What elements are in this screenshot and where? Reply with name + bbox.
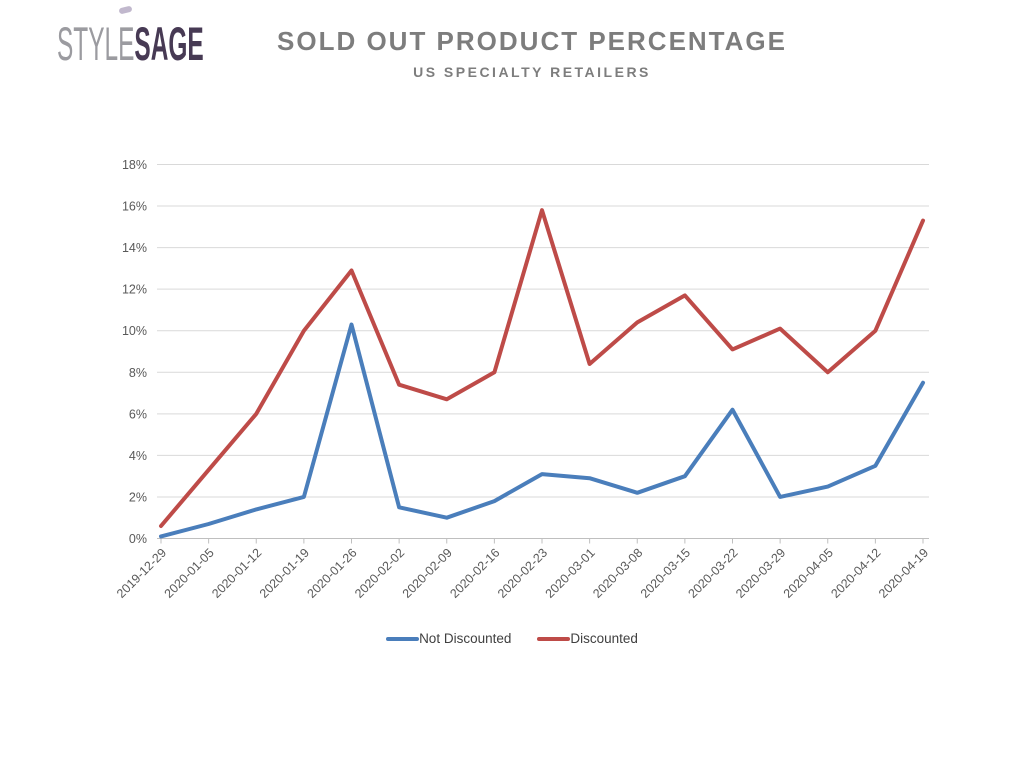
y-axis-tick-label: 8% <box>129 366 147 380</box>
legend-item-discounted: Discounted <box>537 631 638 646</box>
x-axis-tick-label: 2020-01-19 <box>257 546 312 601</box>
legend-line-swatch <box>537 636 571 641</box>
y-axis-tick-label: 4% <box>129 449 147 463</box>
series-line-not-discounted <box>159 322 925 539</box>
logo-text-sage: SAGE <box>134 17 204 70</box>
y-axis-tick-label: 10% <box>122 324 147 338</box>
logo-text-style: STYLE <box>57 17 135 70</box>
x-axis-tick-label: 2020-04-12 <box>828 546 883 601</box>
y-axis-tick-label: 18% <box>122 158 147 172</box>
y-axis-tick-label: 12% <box>122 283 147 297</box>
x-axis-tick-label: 2020-04-19 <box>876 546 931 601</box>
y-axis-tick-label: 16% <box>122 200 147 214</box>
legend-label: Discounted <box>570 631 638 646</box>
x-axis-tick-label: 2020-03-08 <box>590 546 645 601</box>
chart-title: SOLD OUT PRODUCT PERCENTAGE <box>277 26 787 56</box>
x-axis-tick-label: 2020-02-16 <box>447 546 502 601</box>
y-axis-tick-label: 2% <box>129 490 147 504</box>
x-axis-tick-label: 2020-02-23 <box>495 546 550 601</box>
chart-header: SOLD OUT PRODUCT PERCENTAGE US SPECIALTY… <box>40 26 1024 80</box>
x-axis-tick-label: 2020-03-01 <box>543 546 598 601</box>
x-axis-tick-label: 2020-01-12 <box>209 546 264 601</box>
legend-line-swatch <box>386 636 420 641</box>
x-axis-tick-label: 2020-02-09 <box>400 546 455 601</box>
chart-subtitle: US SPECIALTY RETAILERS <box>413 64 651 80</box>
x-axis-tick-label: 2020-02-02 <box>352 546 407 601</box>
series-line-discounted <box>159 208 925 528</box>
x-axis-tick-label: 2019-12-29 <box>114 546 169 601</box>
chart-legend: Not Discounted Discounted <box>0 631 1024 646</box>
legend-item-not-discounted: Not Discounted <box>386 631 511 646</box>
x-axis-tick-label: 2020-01-26 <box>305 546 360 601</box>
y-axis-tick-label: 0% <box>129 532 147 546</box>
x-axis-tick-label: 2020-04-05 <box>781 546 836 601</box>
y-axis-tick-label: 14% <box>122 241 147 255</box>
x-axis-tick-label: 2020-03-22 <box>686 546 741 601</box>
stylesage-logo: STYLESAGE <box>57 20 204 67</box>
y-axis-tick-label: 6% <box>129 407 147 421</box>
x-axis-tick-label: 2020-03-29 <box>733 546 788 601</box>
x-axis-tick-label: 2020-01-05 <box>162 546 217 601</box>
legend-label: Not Discounted <box>419 631 512 646</box>
x-axis-tick-label: 2020-03-15 <box>638 546 693 601</box>
